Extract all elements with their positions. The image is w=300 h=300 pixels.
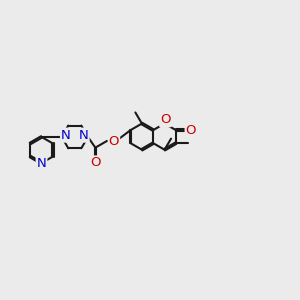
Text: N: N	[37, 157, 46, 169]
Text: N: N	[61, 129, 71, 142]
Text: O: O	[186, 124, 196, 136]
Text: N: N	[79, 129, 88, 142]
Text: O: O	[160, 113, 171, 126]
Text: O: O	[109, 135, 119, 148]
Text: O: O	[90, 157, 101, 169]
